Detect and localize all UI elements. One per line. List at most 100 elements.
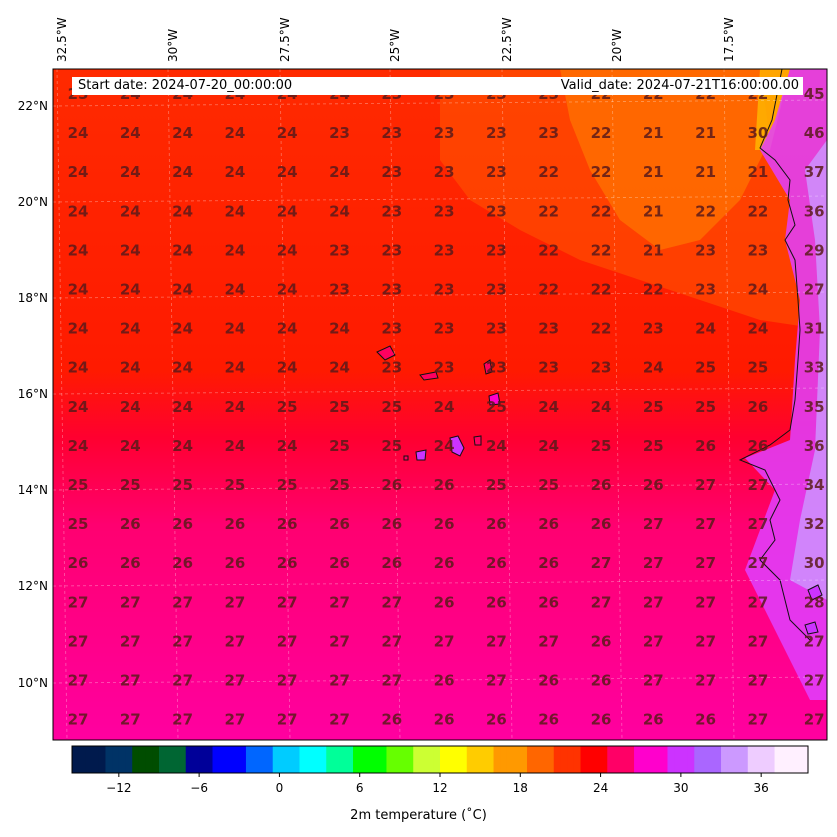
grid-value: 25 bbox=[747, 359, 768, 377]
grid-value: 26 bbox=[434, 672, 455, 690]
grid-value: 23 bbox=[434, 124, 455, 142]
colorbar-segment bbox=[486, 746, 495, 773]
grid-value: 27 bbox=[804, 711, 825, 729]
grid-value: 24 bbox=[120, 320, 141, 338]
grid-value: 23 bbox=[329, 281, 350, 299]
grid-value: 26 bbox=[486, 515, 507, 533]
colorbar-segment bbox=[493, 746, 501, 773]
grid-value: 27 bbox=[277, 632, 298, 650]
grid-value: 22 bbox=[643, 281, 664, 299]
grid-value: 25 bbox=[68, 515, 89, 533]
grid-value: 26 bbox=[591, 515, 612, 533]
colorbar-segment bbox=[393, 746, 401, 773]
longitude-labels: 32.5°W 30°W 27.5°W 25°W 22.5°W 20°W 17.5°W bbox=[55, 17, 736, 62]
grid-value: 25 bbox=[120, 476, 141, 494]
colorbar-segment bbox=[620, 746, 628, 773]
lat-label: 20°N bbox=[18, 195, 48, 209]
grid-value: 26 bbox=[591, 672, 612, 690]
grid-value: 27 bbox=[486, 672, 507, 690]
grid-value: 27 bbox=[804, 632, 825, 650]
grid-value: 23 bbox=[486, 359, 507, 377]
colorbar-segment bbox=[667, 746, 675, 773]
colorbar-segment bbox=[272, 746, 281, 773]
grid-value: 26 bbox=[747, 398, 768, 416]
colorbar-segment bbox=[480, 746, 488, 773]
colorbar-segment bbox=[460, 746, 468, 773]
grid-value: 26 bbox=[381, 476, 402, 494]
grid-value: 27 bbox=[434, 632, 455, 650]
colorbar-segment bbox=[346, 746, 354, 773]
grid-value: 29 bbox=[804, 241, 825, 259]
lat-label: 14°N bbox=[18, 483, 48, 497]
grid-value: 23 bbox=[486, 163, 507, 181]
colorbar-segment bbox=[593, 746, 602, 773]
grid-value: 24 bbox=[68, 320, 89, 338]
colorbar-segment bbox=[78, 746, 86, 773]
grid-value: 24 bbox=[747, 281, 768, 299]
colorbar-segment bbox=[433, 746, 441, 773]
colorbar-segment bbox=[366, 746, 374, 773]
colorbar-segment bbox=[634, 746, 642, 773]
grid-value: 24 bbox=[277, 320, 298, 338]
grid-value: 22 bbox=[538, 281, 559, 299]
grid-value: 24 bbox=[120, 437, 141, 455]
grid-value: 24 bbox=[68, 398, 89, 416]
grid-value: 27 bbox=[329, 672, 350, 690]
grid-value: 27 bbox=[172, 672, 193, 690]
grid-value: 25 bbox=[329, 437, 350, 455]
coastline bbox=[738, 69, 811, 641]
colorbar-tick-label: 12 bbox=[432, 781, 447, 795]
colorbar-segment bbox=[232, 746, 240, 773]
grid-value: 37 bbox=[804, 163, 825, 181]
colorbar-segment bbox=[794, 746, 802, 773]
grid-value: 24 bbox=[224, 281, 245, 299]
grid-value: 23 bbox=[643, 320, 664, 338]
grid-value: 27 bbox=[804, 672, 825, 690]
colorbar-tick-label: −6 bbox=[190, 781, 208, 795]
grid-value: 21 bbox=[643, 124, 664, 142]
colorbar: −12 −6 0 6 12 18 24 30 36 bbox=[71, 745, 809, 795]
grid-value: 24 bbox=[68, 437, 89, 455]
colorbar-segment bbox=[680, 746, 689, 773]
grid-value: 27 bbox=[695, 554, 716, 572]
grid-value: 34 bbox=[804, 476, 825, 494]
grid-value: 31 bbox=[804, 320, 825, 338]
colorbar-label: 2m temperature (˚C) bbox=[350, 808, 487, 823]
grid-value: 22 bbox=[591, 163, 612, 181]
colorbar-segment bbox=[553, 746, 562, 773]
grid-value: 36 bbox=[804, 437, 825, 455]
map-plot-area: 25 24 24 24 24 24 23 23 23 23 22 22 22 22 45 24 24 24 24 24… bbox=[53, 69, 827, 740]
grid-value: 27 bbox=[643, 632, 664, 650]
grid-value: 27 bbox=[120, 593, 141, 611]
colorbar-tick-label: −12 bbox=[106, 781, 131, 795]
colorbar-segment bbox=[687, 746, 695, 773]
grid-value: 24 bbox=[120, 398, 141, 416]
colorbar-segment bbox=[473, 746, 481, 773]
grid-value: 27 bbox=[381, 672, 402, 690]
colorbar-segment bbox=[105, 746, 113, 773]
grid-value: 26 bbox=[486, 711, 507, 729]
grid-value: 27 bbox=[591, 593, 612, 611]
grid-value: 27 bbox=[381, 593, 402, 611]
grid-value: 27 bbox=[643, 672, 664, 690]
grid-value: 24 bbox=[224, 359, 245, 377]
grid-value: 27 bbox=[277, 672, 298, 690]
grid-value: 26 bbox=[747, 437, 768, 455]
grid-value: 25 bbox=[329, 476, 350, 494]
island-santiago bbox=[449, 435, 465, 457]
grid-value: 24 bbox=[224, 163, 245, 181]
grid-value: 27 bbox=[172, 632, 193, 650]
grid-value: 23 bbox=[486, 202, 507, 220]
grid-value: 32 bbox=[804, 515, 825, 533]
grid-value: 26 bbox=[120, 554, 141, 572]
grid-value: 25 bbox=[538, 476, 559, 494]
grid-value: 23 bbox=[538, 320, 559, 338]
grid-value: 21 bbox=[643, 241, 664, 259]
grid-value: 27 bbox=[695, 515, 716, 533]
grid-value: 24 bbox=[434, 437, 455, 455]
grid-value: 27 bbox=[747, 476, 768, 494]
grid-value: 24 bbox=[172, 320, 193, 338]
grid-value: 24 bbox=[68, 124, 89, 142]
grid-value: 21 bbox=[747, 163, 768, 181]
colorbar-segment bbox=[419, 746, 428, 773]
